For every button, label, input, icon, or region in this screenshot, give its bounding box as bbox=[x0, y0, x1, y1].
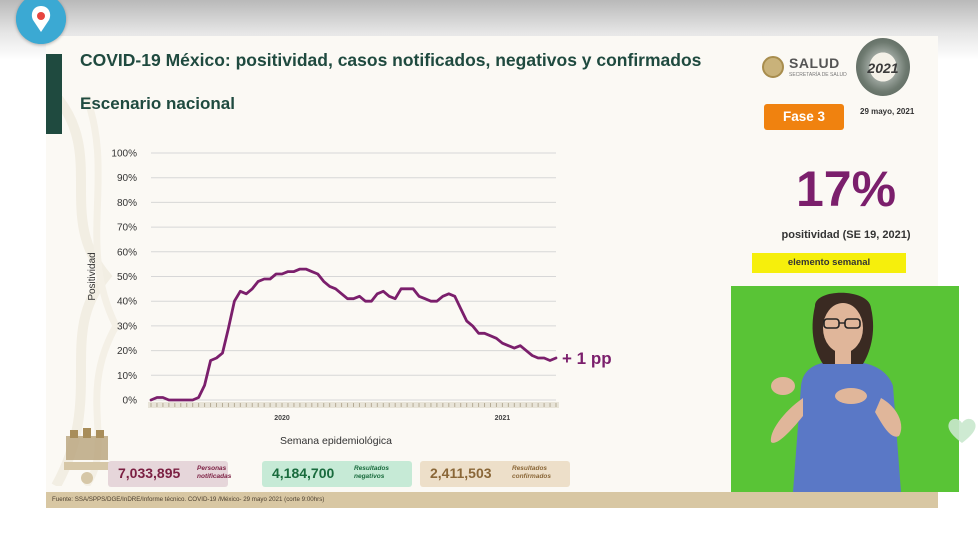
stat-negative-label: Resultados negativos bbox=[354, 465, 390, 480]
y-tick-label: 100% bbox=[111, 149, 137, 160]
stat-negative-value: 4,184,700 bbox=[272, 465, 335, 481]
year-label: 2021 bbox=[495, 415, 511, 422]
mexico-logo-icon bbox=[64, 428, 110, 484]
stat-confirmed-value: 2,411,503 bbox=[430, 465, 492, 481]
stat-confirmed-label: Resultados confirmados bbox=[512, 465, 552, 480]
slide-title: COVID-19 México: positividad, casos noti… bbox=[80, 50, 702, 70]
y-tick-label: 20% bbox=[117, 346, 137, 357]
title-accent-bar bbox=[46, 54, 62, 134]
salud-logo: SALUD SECRETARÍA DE SALUD bbox=[762, 54, 847, 84]
stat-notified-value: 7,033,895 bbox=[118, 465, 181, 481]
year-label: 2020 bbox=[274, 415, 290, 422]
positivity-series-line bbox=[149, 267, 558, 402]
y-tick-label: 0% bbox=[123, 396, 138, 407]
footer-bar: Fuente: SSA/SPPS/DGE/InDRE/Informe técni… bbox=[46, 492, 938, 508]
y-tick-label: 90% bbox=[117, 173, 137, 184]
interpreter-figure bbox=[770, 292, 902, 492]
positivity-label: positividad (SE 19, 2021) bbox=[781, 229, 911, 241]
salud-logo-subtitle: SECRETARÍA DE SALUD bbox=[789, 72, 847, 78]
year-badge-text: 2021 bbox=[867, 60, 899, 76]
y-tick-label: 10% bbox=[117, 371, 137, 382]
stat-confirmed: 2,411,503 Resultados confirmados bbox=[420, 461, 570, 487]
presentation-slide: COVID-19 México: positividad, casos noti… bbox=[46, 36, 938, 508]
year-badge: 2021 bbox=[856, 38, 910, 96]
change-label: + 1 pp bbox=[562, 349, 612, 368]
x-axis-label: Semana epidemiológica bbox=[280, 435, 392, 447]
stat-notified: 7,033,895 Personas notificadas bbox=[108, 461, 232, 487]
y-tick-label: 40% bbox=[117, 297, 137, 308]
source-note: Fuente: SSA/SPPS/DGE/InDRE/Informe técni… bbox=[52, 496, 325, 503]
report-date: 29 mayo, 2021 bbox=[860, 107, 915, 116]
y-tick-label: 60% bbox=[117, 247, 137, 258]
salud-emblem-icon bbox=[762, 56, 784, 78]
heart-icon[interactable] bbox=[946, 414, 978, 446]
y-axis-label: Positividad bbox=[87, 252, 98, 300]
positivity-value: 17% bbox=[795, 161, 897, 217]
salud-logo-name: SALUD bbox=[789, 55, 840, 71]
slide-subtitle: Escenario nacional bbox=[80, 94, 235, 113]
y-tick-label: 80% bbox=[117, 198, 137, 209]
weekly-indicator-badge: elemento semanal bbox=[752, 253, 906, 273]
y-tick-label: 50% bbox=[117, 272, 137, 283]
y-tick-label: 30% bbox=[117, 321, 137, 332]
stat-notified-label: Personas notificadas bbox=[197, 465, 232, 480]
sign-language-interpreter bbox=[731, 286, 959, 492]
periscope-icon[interactable] bbox=[16, 0, 66, 44]
phase-badge: Fase 3 bbox=[764, 104, 844, 130]
positivity-line-chart: 0% 10% 20% 30% 40% 50% 60% 70% 80% 90% 100% 2020 202… bbox=[87, 149, 559, 447]
stat-negative: 4,184,700 Resultados negativos bbox=[262, 461, 412, 487]
y-tick-label: 70% bbox=[117, 223, 137, 234]
